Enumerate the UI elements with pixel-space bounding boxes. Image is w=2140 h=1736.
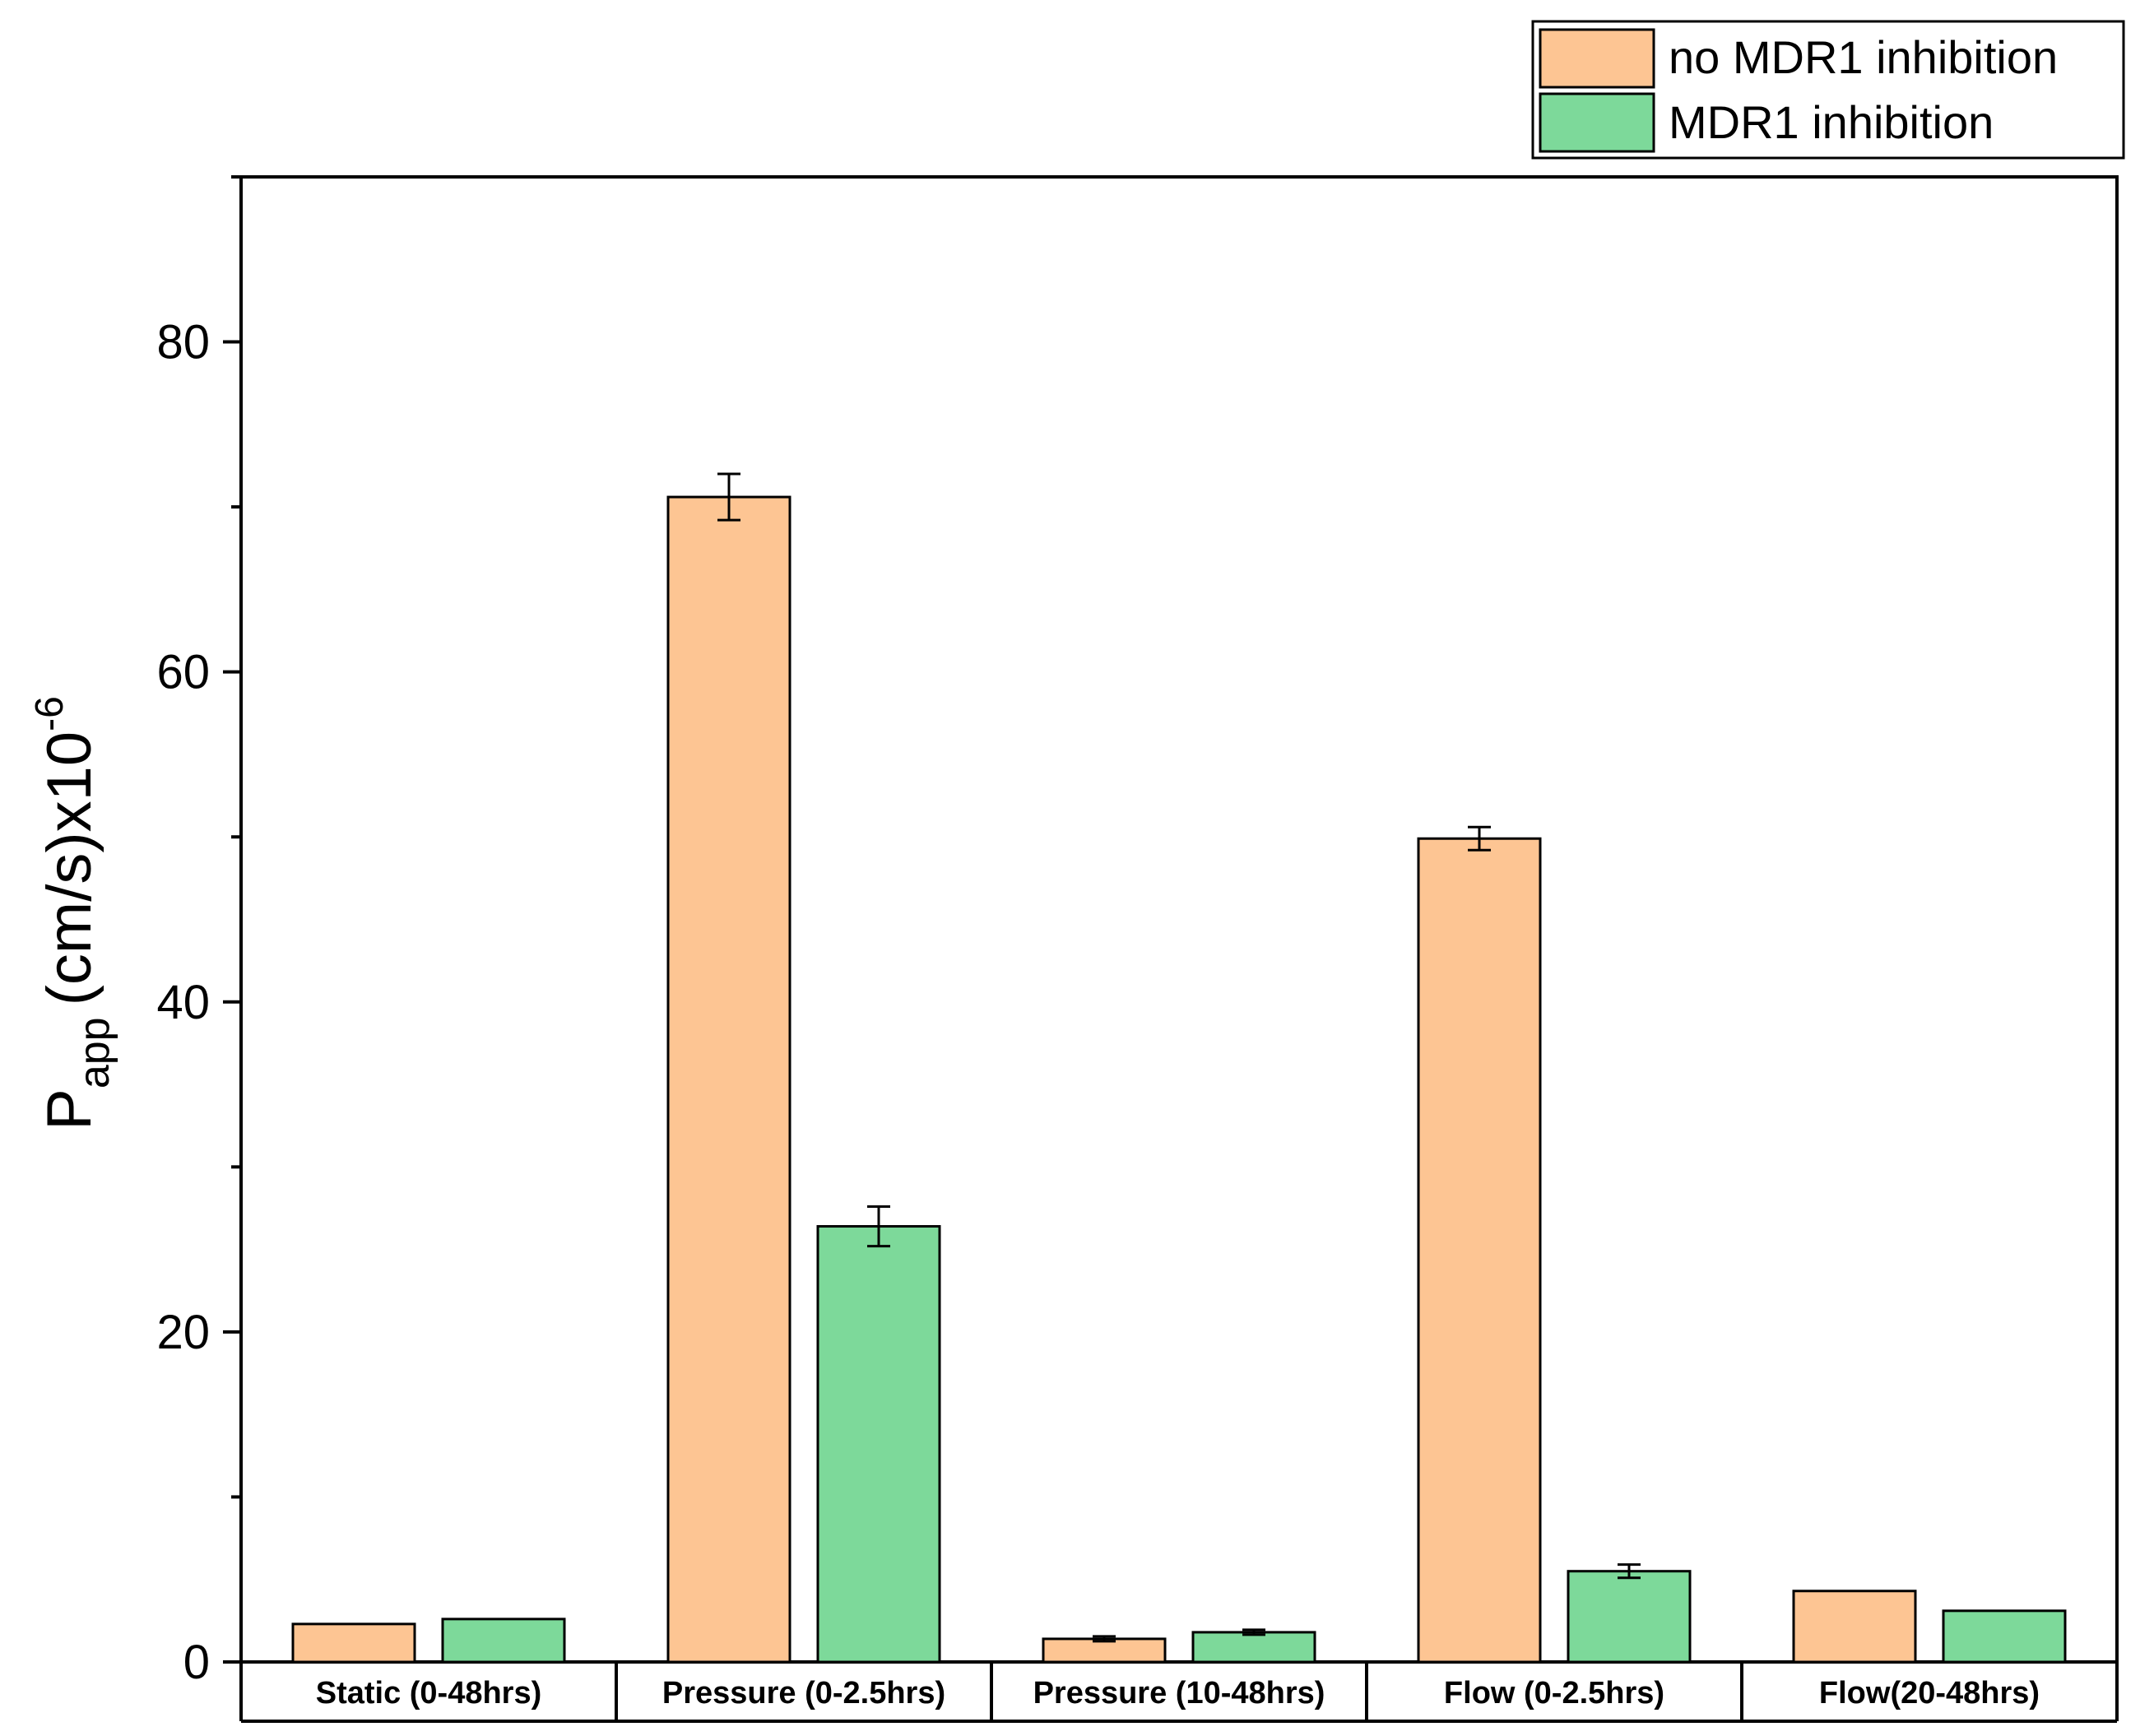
y-tick-label: 60 [156,646,210,699]
category-label: Flow(20-48hrs) [1819,1676,2040,1710]
bar-no-mdr1-3 [1417,837,1542,1664]
legend: no MDR1 inhibition MDR1 inhibition [1531,20,2125,160]
bar-no-mdr1-0 [291,1622,416,1664]
legend-label-no-mdr1-inhibition: no MDR1 inhibition [1669,31,2058,83]
bars [291,472,2067,1664]
category-label: Flow (0-2.5hrs) [1444,1676,1664,1710]
bar-mdr1-3 [1567,1570,1692,1664]
bar-mdr1-0 [441,1618,566,1664]
y-tick-label: 40 [156,976,210,1029]
legend-label-mdr1-inhibition: MDR1 inhibition [1669,96,1994,148]
bar-mdr1-1 [816,1225,941,1664]
category-table: Static (0-48hrs) Pressure (0-2.5hrs) Press… [239,1662,2119,1723]
legend-swatch-no-mdr1-inhibition [1539,28,1655,89]
category-label: Static (0-48hrs) [316,1676,542,1710]
bar-mdr1-4 [1942,1609,2067,1664]
category-label: Pressure (0-2.5hrs) [662,1676,945,1710]
y-tick-label: 80 [156,316,210,369]
y-tick-label: 0 [183,1636,210,1689]
category-label: Pressure (10-48hrs) [1033,1676,1325,1710]
y-tick-label: 20 [156,1306,210,1359]
bar-no-mdr1-1 [666,495,791,1664]
bar-no-mdr1-2 [1042,1637,1167,1664]
y-axis-ticks: 0 20 40 60 80 [156,175,241,1689]
bar-mdr1-2 [1191,1631,1316,1664]
legend-swatch-mdr1-inhibition [1539,92,1655,153]
plot-frame [239,175,2119,1664]
y-axis-title: Papp(cm/s)x10-6 [28,696,118,1130]
bar-no-mdr1-4 [1792,1590,1917,1664]
